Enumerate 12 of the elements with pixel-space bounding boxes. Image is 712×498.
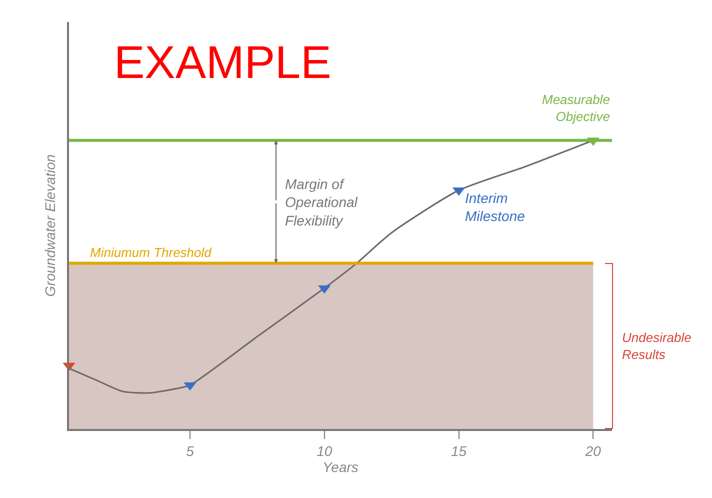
ref-line-label: Measurable Objective	[542, 92, 610, 124]
x-tick-label: 20	[584, 442, 602, 459]
x-tick-label: 5	[186, 442, 194, 459]
annotation: Margin of Operational Flexibility	[285, 176, 358, 228]
x-tick-label: 10	[316, 442, 332, 459]
x-axis-title: Years	[322, 458, 358, 475]
text: EXAMPLE	[114, 36, 332, 88]
annotation: Interim Milestone	[465, 190, 526, 224]
band-label: Undesirable Results	[622, 330, 692, 362]
y-axis-title: Groundwater Elevation	[42, 154, 58, 297]
ref-line-label: Miniumum Threshold	[90, 245, 212, 260]
x-tick-label: 15	[450, 442, 467, 459]
